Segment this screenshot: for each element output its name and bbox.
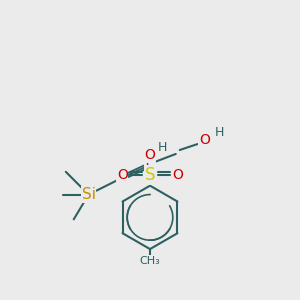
Text: CH₃: CH₃ [140,256,160,266]
Text: O: O [145,148,155,162]
Text: Si: Si [82,187,96,202]
Text: H: H [158,140,168,154]
Text: O: O [172,168,183,182]
Text: C: C [117,171,127,185]
Text: H: H [215,126,224,139]
Text: C: C [145,158,155,172]
Text: S: S [145,166,155,184]
Text: O: O [117,168,128,182]
Text: O: O [199,133,210,147]
